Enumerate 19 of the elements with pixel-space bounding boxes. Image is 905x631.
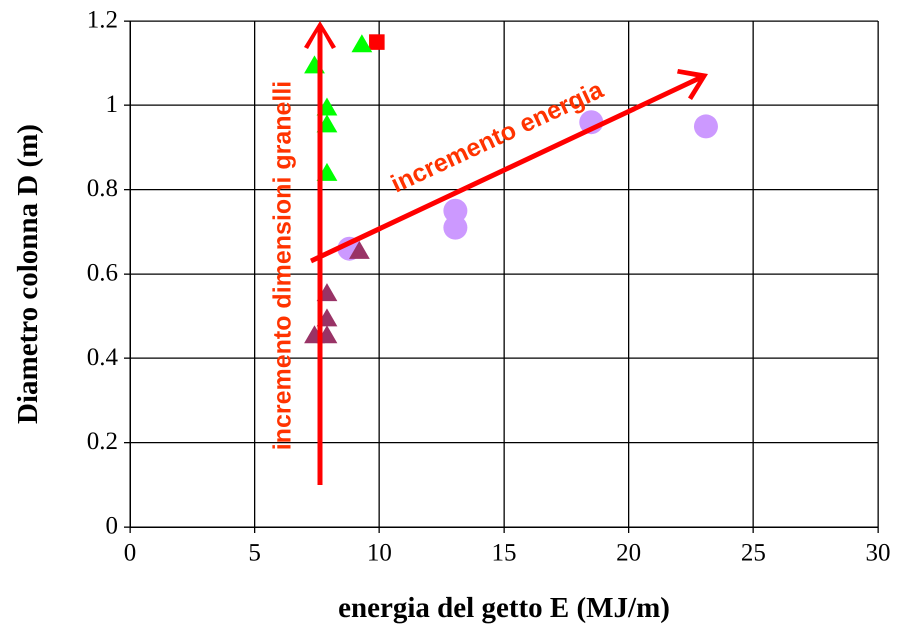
x-tick-label: 20 bbox=[616, 540, 642, 567]
y-tick-label: 1 bbox=[106, 90, 118, 118]
x-tick-label: 25 bbox=[740, 540, 766, 567]
x-tick-label: 10 bbox=[366, 540, 392, 567]
x-tick-label: 30 bbox=[866, 540, 890, 567]
y-tick-label: 0 bbox=[106, 512, 118, 540]
y-tick-label: 0.2 bbox=[86, 428, 118, 456]
x-tick-label: 15 bbox=[492, 540, 516, 567]
x-tick-label: 5 bbox=[248, 540, 261, 567]
y-tick-label: 0.8 bbox=[86, 175, 118, 202]
y-tick-label: 0.4 bbox=[86, 344, 118, 371]
y-axis-title: Diametro colonna D (m) bbox=[12, 124, 44, 424]
y-tick-label: 0.6 bbox=[86, 260, 118, 287]
point bbox=[348, 240, 370, 259]
annotation: incremento dimensioni granelli bbox=[268, 80, 298, 450]
point bbox=[351, 34, 372, 52]
x-axis-title: energia del getto E (MJ/m) bbox=[338, 592, 670, 624]
x-tick-label: 0 bbox=[124, 540, 136, 567]
y-tick-label: 1.2 bbox=[86, 6, 118, 34]
